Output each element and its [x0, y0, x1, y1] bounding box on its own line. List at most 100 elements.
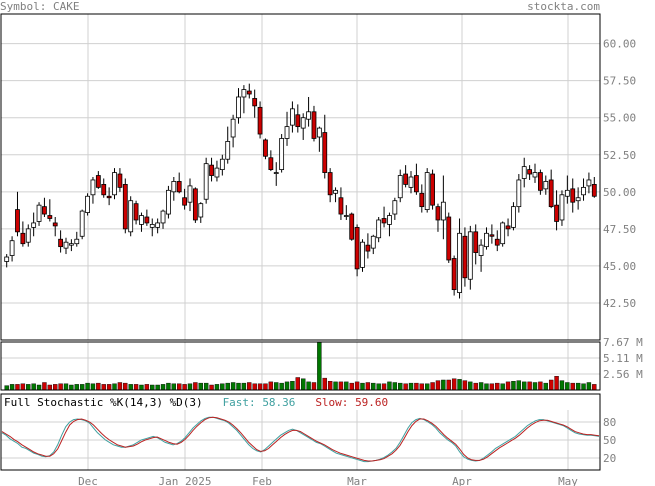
price-tick-label: 47.50 [603, 223, 636, 236]
candle-body [338, 197, 344, 215]
volume-bar [500, 383, 505, 391]
volume-bar [155, 384, 160, 391]
candle-body [268, 157, 274, 170]
candle-body [85, 195, 90, 213]
candle-body [236, 96, 241, 119]
volume-bar [263, 383, 268, 391]
candle [532, 163, 538, 183]
candle [300, 113, 306, 140]
candle-body [333, 189, 338, 194]
volume-bar [300, 378, 306, 391]
candle [192, 187, 198, 223]
candle [246, 83, 252, 99]
candle [500, 221, 506, 247]
volume-bar [9, 384, 15, 391]
volume-bar [128, 384, 133, 391]
candle-body [279, 138, 285, 170]
volume-bar [58, 383, 63, 391]
volume-bar [446, 379, 451, 391]
volume-bar [26, 384, 31, 391]
candle-body [370, 235, 376, 249]
candle [290, 101, 295, 133]
volume-bar [527, 381, 532, 391]
candle [252, 89, 258, 118]
candle-body [171, 181, 177, 193]
candle-body [511, 206, 516, 228]
volume-bar [182, 384, 187, 391]
volume-bar [160, 384, 166, 391]
volume-bar [166, 382, 171, 391]
volume-bar [424, 383, 430, 391]
candle [376, 217, 382, 243]
candle [527, 165, 533, 180]
volume-bar [538, 381, 543, 391]
candle [343, 205, 349, 220]
volume-bar [522, 381, 527, 391]
volume-bar [473, 382, 478, 391]
volume-bar [419, 383, 424, 391]
candle-body [58, 238, 64, 248]
candle-body [311, 111, 317, 139]
candle-body [36, 204, 42, 222]
volume-bar [354, 381, 360, 391]
price-tick-label: 45.00 [603, 260, 636, 273]
volume-bar [284, 381, 290, 391]
volume-bar [198, 382, 203, 391]
volume-bar [306, 381, 311, 391]
fast-line [1, 416, 600, 463]
candle [462, 227, 468, 287]
candle [20, 221, 26, 247]
candle-body [42, 206, 47, 215]
volume-bar [371, 382, 376, 391]
candle-body [414, 175, 419, 193]
candle [139, 212, 144, 232]
volume-bar [430, 382, 435, 391]
candle [117, 168, 123, 192]
volume-bar [468, 381, 473, 391]
candle [478, 239, 484, 272]
volume-bar [106, 384, 112, 391]
candle [225, 126, 231, 164]
candle-body [376, 219, 382, 239]
stochastic-title: Full Stochastic %K(14,3) %D(3) [4, 396, 203, 409]
candle [85, 193, 90, 216]
volume-bar [349, 382, 354, 391]
site-name[interactable]: stockta.com [527, 0, 600, 13]
candle [484, 227, 489, 250]
volume-bar [279, 382, 284, 391]
candle [414, 163, 419, 195]
volume-bar [403, 383, 408, 391]
candle-body [537, 172, 543, 191]
candle-body [581, 186, 586, 196]
candle-body [327, 172, 333, 196]
volume-bar [74, 384, 79, 391]
volume-bar [139, 384, 144, 391]
candle-body [15, 209, 20, 233]
candle-body [63, 241, 69, 249]
candle-body [25, 228, 31, 243]
candle-body [31, 222, 37, 228]
candle [95, 171, 101, 189]
candle-body [451, 258, 457, 291]
price-tick-label: 55.00 [603, 112, 636, 125]
candle [166, 185, 171, 219]
candle [467, 225, 473, 290]
volume-tick-label: 2.56 M [603, 368, 643, 381]
candle-body [176, 181, 182, 193]
volume-bar [36, 384, 42, 391]
candle [160, 209, 166, 229]
price-tick-label: 52.50 [603, 149, 636, 162]
volume-tick-label: 7.67 M [603, 336, 643, 349]
candle [327, 168, 333, 203]
candle-body [300, 117, 306, 129]
candle [311, 105, 317, 142]
candle-body [570, 188, 576, 203]
candle [214, 160, 220, 182]
volume-bar [268, 381, 274, 391]
volume-bar [63, 383, 69, 391]
candle [338, 187, 344, 220]
candle [403, 165, 409, 188]
candle-body [246, 90, 252, 95]
symbol-header: Symbol: CAKE [0, 0, 79, 13]
